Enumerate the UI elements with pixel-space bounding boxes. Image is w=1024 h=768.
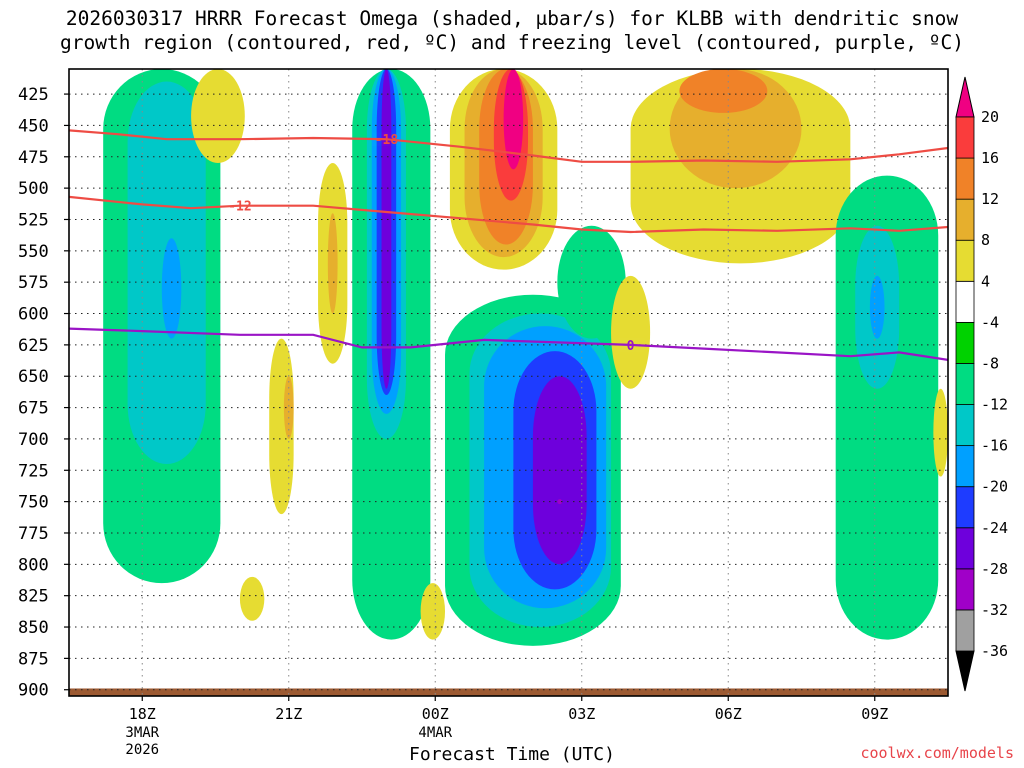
omega-band xyxy=(191,69,245,164)
colorbar-swatch xyxy=(955,321,975,364)
colorbar-label: -32 xyxy=(981,601,1008,619)
omega-band xyxy=(420,583,446,640)
contour-label: -12 xyxy=(228,200,251,215)
chart-title-line-2: growth region (contoured, red, ºC) and f… xyxy=(60,31,964,54)
y-tick-label: 900 xyxy=(18,681,49,701)
omega-colorbar: -36 -32 -28 -24 -20 -16 -12 -8 -4 4 8 12 16 20 xyxy=(955,76,1008,692)
y-tick-label: 850 xyxy=(18,618,49,638)
colorbar-swatch xyxy=(955,609,975,652)
colorbar-label: -20 xyxy=(981,478,1008,496)
colorbar-swatch xyxy=(955,239,975,282)
y-tick-label: 475 xyxy=(18,148,49,168)
omega-band xyxy=(283,376,294,439)
colorbar-label: -12 xyxy=(981,396,1008,414)
contour-line xyxy=(69,195,948,234)
y-tick-label: 700 xyxy=(18,430,49,450)
colorbar-swatch xyxy=(955,404,975,447)
x-tick-label: 18Z xyxy=(129,705,156,723)
y-tick-label: 725 xyxy=(18,461,49,481)
y-tick-label: 450 xyxy=(18,116,49,136)
y-tick-label: 525 xyxy=(18,210,49,230)
y-tick-label: 600 xyxy=(18,305,49,325)
colorbar-swatch xyxy=(955,568,975,611)
y-tick-label: 825 xyxy=(18,587,49,607)
omega-band xyxy=(679,69,768,113)
colorbar-label: -24 xyxy=(981,519,1008,537)
omega-band xyxy=(381,69,392,389)
x-tick-label: 00Z xyxy=(422,705,449,723)
x-tick-label: 21Z xyxy=(275,705,302,723)
x-tick-label: 09Z xyxy=(861,705,888,723)
pressure-axis: 425 450 475 500 525 550 575 600 625 650 675 700 725 7… xyxy=(18,85,69,701)
ground-strip xyxy=(69,688,948,696)
contour-line xyxy=(69,327,948,361)
x-tick-sublabel: 2026 xyxy=(125,742,159,758)
omega-band xyxy=(933,388,948,477)
y-tick-label: 675 xyxy=(18,399,49,419)
omega-band xyxy=(869,275,885,339)
y-tick-label: 775 xyxy=(18,524,49,544)
omega-band xyxy=(239,576,265,621)
y-tick-label: 425 xyxy=(18,85,49,105)
colorbar-swatch xyxy=(955,445,975,488)
omega-band xyxy=(161,238,182,339)
contour-label: 0 xyxy=(627,339,635,354)
colorbar-swatch xyxy=(955,157,975,200)
x-axis-title: Forecast Time (UTC) xyxy=(409,744,615,765)
colorbar-label: -8 xyxy=(981,354,999,372)
colorbar-label: -28 xyxy=(981,560,1008,578)
colorbar-top-arrow xyxy=(955,76,975,118)
colorbar-swatch xyxy=(955,280,975,323)
y-tick-label: 875 xyxy=(18,649,49,669)
y-tick-label: 550 xyxy=(18,242,49,262)
colorbar-label: -36 xyxy=(981,642,1008,660)
colorbar-label: 4 xyxy=(981,272,990,290)
colorbar-label: 12 xyxy=(981,190,999,208)
y-tick-label: 650 xyxy=(18,367,49,387)
colorbar-swatch xyxy=(955,527,975,570)
x-tick-sublabel: 3MAR xyxy=(125,725,159,741)
temperature-contours: -18 -12 0 xyxy=(69,129,948,361)
y-tick-label: 625 xyxy=(18,336,49,356)
omega-band xyxy=(532,376,587,565)
colorbar-swatch xyxy=(955,116,975,159)
contour-line xyxy=(69,129,948,163)
omega-band xyxy=(557,499,563,505)
colorbar-label: -4 xyxy=(981,313,999,331)
colorbar-swatch xyxy=(955,363,975,405)
x-tick-label: 06Z xyxy=(715,705,742,723)
omega-band xyxy=(327,213,338,314)
omega-shading xyxy=(103,69,948,646)
colorbar-label: -16 xyxy=(981,437,1008,455)
colorbar-label: 20 xyxy=(981,108,999,126)
colorbar-label: 8 xyxy=(981,231,990,249)
y-tick-label: 575 xyxy=(18,273,49,293)
colorbar-swatch xyxy=(955,486,975,529)
chart-title-line-1: 2026030317 HRRR Forecast Omega (shaded, … xyxy=(65,7,959,30)
y-tick-label: 750 xyxy=(18,493,49,513)
colorbar-label: 16 xyxy=(981,149,999,167)
omega-band xyxy=(503,69,524,170)
colorbar-swatch xyxy=(955,198,975,241)
x-tick-label: 03Z xyxy=(568,705,595,723)
x-tick-sublabel: 4MAR xyxy=(418,725,452,741)
credit-text: coolwx.com/models xyxy=(860,744,1014,762)
contour-label: -18 xyxy=(375,133,399,148)
y-tick-label: 500 xyxy=(18,179,49,199)
plot-frame xyxy=(68,68,949,697)
grid-lines xyxy=(69,69,948,696)
y-tick-label: 800 xyxy=(18,555,49,575)
omega-band xyxy=(611,275,651,389)
colorbar-bottom-arrow xyxy=(955,650,975,692)
